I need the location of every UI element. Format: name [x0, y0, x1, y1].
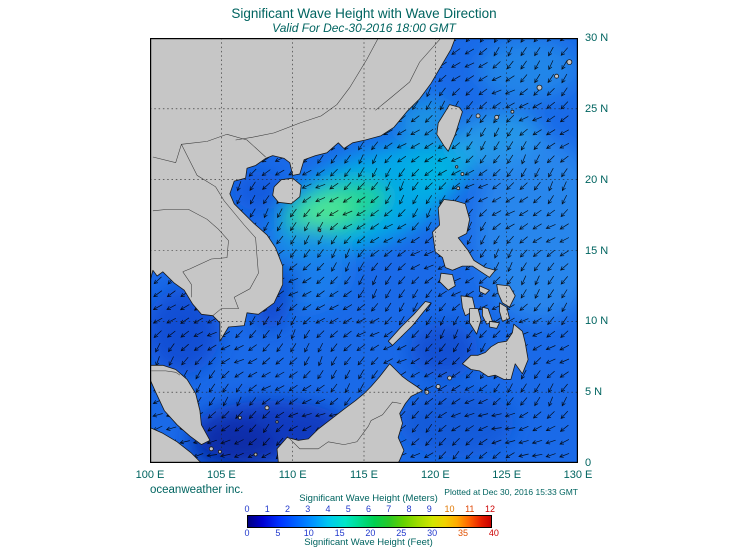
colorbar-meters-tick: 11 — [465, 504, 475, 514]
credit-text: oceanweather inc. — [150, 484, 244, 496]
landmass-bohol — [489, 320, 500, 329]
small-island — [264, 405, 270, 411]
small-island — [253, 452, 258, 457]
colorbar-feet-tick: 15 — [334, 528, 345, 538]
small-island — [424, 389, 430, 395]
small-island — [455, 165, 459, 169]
small-island — [447, 375, 453, 381]
lon-tick-label: 115 E — [350, 469, 378, 481]
chart-subtitle: Valid For Dec-30-2016 18:00 GMT — [272, 21, 456, 35]
small-island — [218, 449, 222, 454]
lat-tick-label: 5 N — [585, 386, 603, 399]
colorbar-meters-tick: 12 — [484, 504, 496, 514]
lon-tick-label: 100 E — [135, 469, 165, 481]
landmass-mainland-asia — [150, 38, 456, 342]
small-island — [554, 73, 560, 79]
lat-tick-label: 15 N — [585, 244, 609, 257]
landmass-borneo — [276, 363, 423, 463]
landmass-samar — [496, 284, 516, 308]
landmass-taiwan — [436, 104, 463, 152]
lat-tick-label: 20 N — [585, 173, 609, 186]
country-borders — [151, 38, 442, 450]
colorbar-meters-tick: 2 — [284, 504, 291, 514]
landmass-mindanao — [462, 323, 529, 380]
landmass-palawan — [387, 301, 432, 346]
small-island — [275, 420, 279, 424]
colorbar-meters-tick: 1 — [264, 504, 270, 514]
small-island — [536, 84, 543, 91]
colorbar-feet-tick: 10 — [303, 528, 314, 538]
colorbar-feet-tick: 35 — [458, 528, 469, 538]
colorbar-feet-tick: 0 — [244, 528, 250, 538]
chart-title: Significant Wave Height with Wave Direct… — [231, 6, 497, 21]
map-svg — [150, 38, 578, 463]
colorbar-feet-tick: 25 — [396, 528, 407, 538]
small-island — [510, 109, 515, 114]
map-frame — [150, 38, 578, 463]
plotted-at-text: Plotted at Dec 30, 2016 15:33 GMT — [444, 487, 578, 497]
lon-tick-label: 105 E — [206, 469, 236, 481]
colorbar-feet-tick: 20 — [365, 528, 376, 538]
land-layer — [150, 38, 573, 463]
lon-tick-label: 110 E — [278, 469, 307, 481]
colorbar-meters-tick: 5 — [345, 504, 351, 514]
small-island — [318, 229, 322, 233]
lat-tick-label: 30 N — [585, 32, 609, 44]
lon-tick-label: 130 E — [563, 469, 593, 481]
colorbar-meters-tick: 3 — [305, 504, 311, 514]
colorbar-feet-tick: 40 — [488, 528, 499, 538]
colorbar-meters-tick: 7 — [386, 504, 392, 514]
small-island — [475, 113, 481, 119]
landmass-luzon — [432, 199, 496, 278]
lat-tick-label: 25 N — [585, 102, 609, 115]
small-island — [566, 59, 573, 66]
landmass-negros — [469, 308, 482, 335]
colorbar-feet-tick: 30 — [427, 528, 438, 538]
colorbar-meters-tick: 8 — [406, 504, 412, 514]
graticule — [150, 38, 578, 463]
colorbar-meters-tick: 4 — [325, 504, 331, 514]
colorbar-meters-label: Significant Wave Height (Meters) — [299, 493, 438, 504]
landmass-sumatra — [150, 427, 202, 463]
colorbar-feet-tick: 5 — [275, 528, 281, 538]
small-island — [435, 384, 441, 389]
colorbar-meters-tick: 6 — [365, 504, 372, 514]
map-area — [150, 38, 578, 463]
colorbar-meters-tick: 0 — [244, 504, 250, 514]
lat-tick-label: 10 N — [585, 315, 609, 328]
small-island — [238, 415, 242, 420]
small-island — [208, 446, 214, 452]
wave-height-field — [150, 38, 578, 463]
colorbar-feet-label: Significant Wave Height (Feet) — [304, 537, 433, 548]
small-island — [494, 114, 500, 120]
landmass-masbate — [479, 285, 490, 295]
lon-tick-label: 125 E — [492, 469, 522, 481]
landmass-mindoro — [439, 272, 456, 291]
small-island — [456, 186, 461, 191]
small-island — [460, 172, 465, 176]
colorbar-meters-tick: 10 — [444, 504, 455, 514]
landmass-malay-peninsula — [150, 364, 211, 445]
lon-tick-label: 120 E — [420, 469, 450, 481]
landmass-hainan — [272, 177, 302, 205]
colorbar-gradient-bar — [247, 515, 492, 528]
colorbar-meters-tick: 9 — [426, 504, 432, 514]
lat-tick-label: 0 — [585, 457, 592, 469]
landmass-leyte — [499, 302, 510, 322]
